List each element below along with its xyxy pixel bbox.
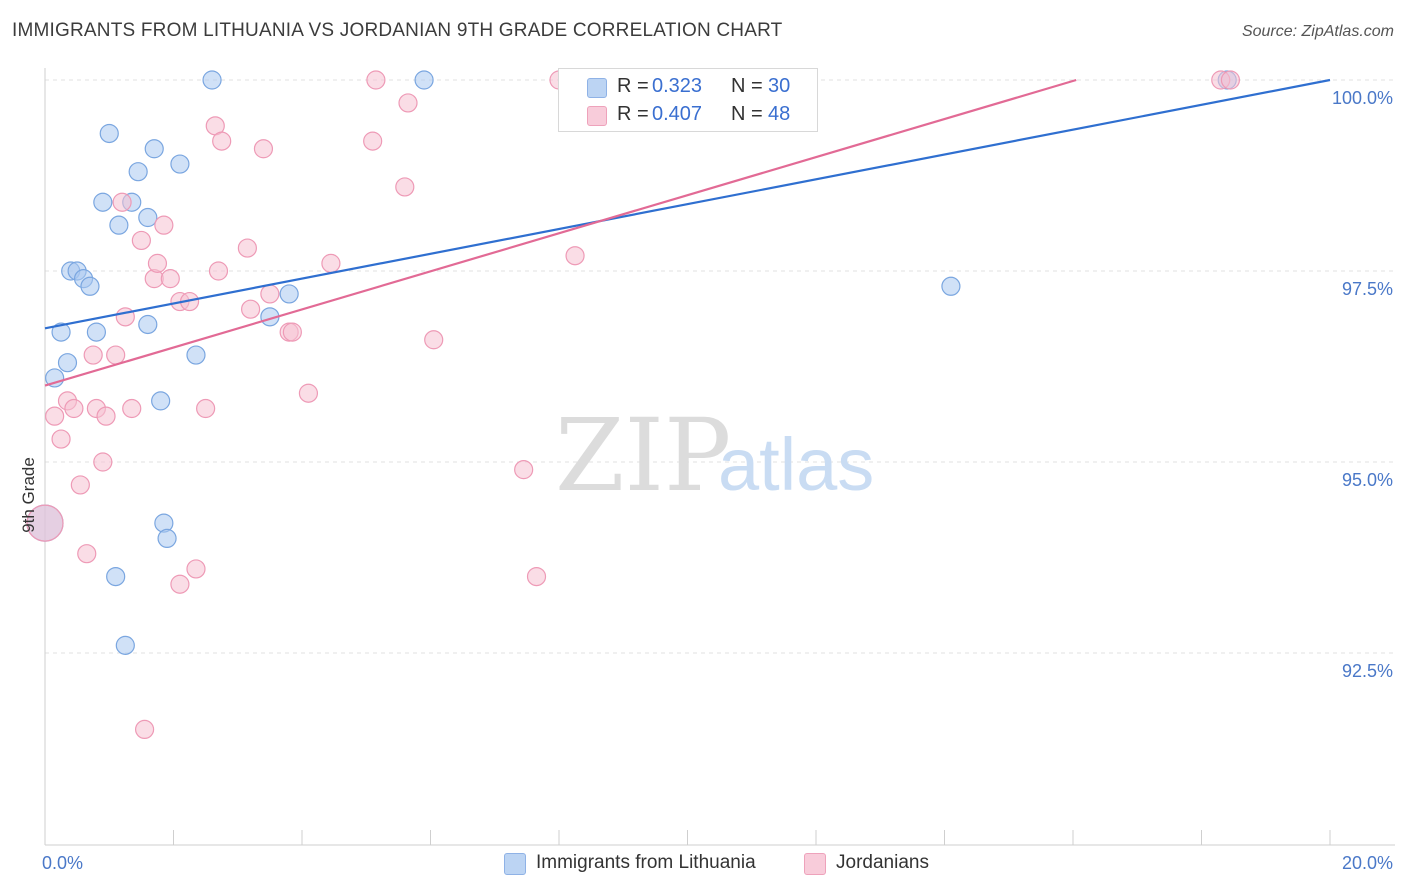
chart-title: IMMIGRANTS FROM LITHUANIA VS JORDANIAN 9… (12, 20, 783, 41)
point-jordanians (70, 475, 90, 495)
legend-row-jordanians: R = 0.407 N = 48 (559, 101, 817, 129)
trend-line-lithuania (44, 78, 1331, 330)
point-lithuania (109, 215, 129, 235)
point-lithuania (138, 207, 158, 228)
point-jordanians (106, 345, 126, 365)
point-jordanians (298, 383, 319, 403)
point-jordanians (398, 93, 418, 113)
point-jordanians (363, 131, 383, 151)
point-jordanians (212, 131, 232, 151)
x-tick-label: 0.0% (42, 853, 83, 873)
x-tick-label: 20.0% (1342, 853, 1393, 873)
point-lithuania (941, 276, 961, 296)
point-lithuania (202, 70, 222, 90)
y-axis-label: 9th Grade (19, 457, 38, 533)
y-tick-label: 97.5% (1342, 279, 1393, 299)
point-jordanians (1220, 70, 1241, 90)
legend-n-value: 48 (768, 103, 791, 125)
point-jordanians (170, 574, 190, 594)
point-jordanians (83, 345, 103, 365)
legend-swatch-lithuania (587, 78, 607, 98)
point-jordanians (26, 504, 64, 542)
series-lithuania-points (26, 70, 1237, 655)
point-jordanians (260, 284, 280, 304)
y-tick-label: 92.5% (1342, 661, 1393, 681)
legend-swatch-jordanians (587, 106, 607, 126)
point-jordanians (45, 406, 65, 426)
grid-layer (45, 79, 1395, 654)
legend-row-lithuania: R = 0.323 N = 30 (559, 73, 817, 101)
point-jordanians (77, 544, 97, 564)
point-jordanians (51, 429, 71, 449)
point-lithuania (51, 322, 71, 342)
point-lithuania (144, 139, 164, 159)
point-jordanians (134, 719, 155, 740)
bottom-legend-swatch-jordanians (804, 853, 826, 875)
legend-r-value: 0.407 (652, 103, 703, 125)
source-label: Source: ZipAtlas.com (1241, 23, 1394, 40)
point-lithuania (86, 322, 107, 342)
point-jordanians (112, 192, 132, 212)
watermark-zip: ZIP (555, 397, 731, 514)
point-jordanians (526, 566, 547, 587)
point-jordanians (160, 269, 180, 289)
tick-labels: 92.5% 95.0% 97.5% 100.0% 0.0% 20.0% (42, 88, 1393, 873)
axis-layer (44, 68, 1395, 846)
point-jordanians (321, 253, 341, 273)
point-lithuania (115, 635, 135, 655)
point-lithuania (138, 314, 158, 335)
legend-r-label: R = (617, 103, 649, 125)
point-lithuania (414, 70, 434, 90)
point-lithuania (279, 284, 299, 304)
point-jordanians (282, 322, 302, 342)
point-jordanians (395, 177, 415, 197)
point-lithuania (128, 162, 148, 182)
point-jordanians (131, 230, 151, 251)
point-jordanians (366, 70, 386, 90)
point-jordanians (237, 238, 257, 258)
point-jordanians (208, 261, 229, 281)
point-jordanians (93, 452, 113, 472)
y-tick-label: 95.0% (1342, 470, 1393, 490)
y-tick-label: 100.0% (1332, 88, 1393, 108)
point-lithuania (157, 528, 177, 549)
bottom-legend-label: Jordanians (836, 852, 929, 873)
point-jordanians (253, 139, 274, 159)
point-lithuania (80, 276, 100, 296)
trend-lines (44, 78, 1331, 387)
legend-r-value: 0.323 (652, 75, 703, 97)
legend-n-label: N = (731, 103, 763, 125)
point-lithuania (93, 192, 113, 212)
watermark: ZIP atlas (555, 397, 874, 514)
trend-line-jordanians (44, 78, 1077, 387)
point-jordanians (196, 398, 216, 419)
point-jordanians (241, 299, 261, 319)
point-jordanians (96, 406, 116, 426)
point-jordanians (424, 330, 444, 350)
point-lithuania (170, 154, 190, 174)
point-lithuania (106, 566, 126, 587)
point-jordanians (565, 246, 585, 266)
point-lithuania (186, 345, 206, 365)
point-lithuania (151, 391, 171, 411)
stats-legend: R = 0.323 N = 30 R = 0.407 N = 48 (558, 68, 818, 132)
legend-n-value: 30 (768, 75, 791, 97)
point-jordanians (154, 215, 174, 235)
point-lithuania (99, 123, 119, 144)
bottom-legend-swatch-lithuania (504, 853, 526, 875)
point-jordanians (186, 559, 206, 579)
watermark-atlas: atlas (718, 423, 874, 506)
series-jordanians-points (26, 70, 1241, 740)
point-jordanians (514, 460, 534, 480)
point-jordanians (147, 253, 168, 273)
point-jordanians (64, 398, 84, 419)
legend-r-label: R = (617, 75, 649, 97)
legend-n-label: N = (731, 75, 763, 97)
point-jordanians (122, 398, 142, 419)
point-lithuania (57, 353, 78, 373)
bottom-legend-label: Immigrants from Lithuania (536, 852, 756, 873)
